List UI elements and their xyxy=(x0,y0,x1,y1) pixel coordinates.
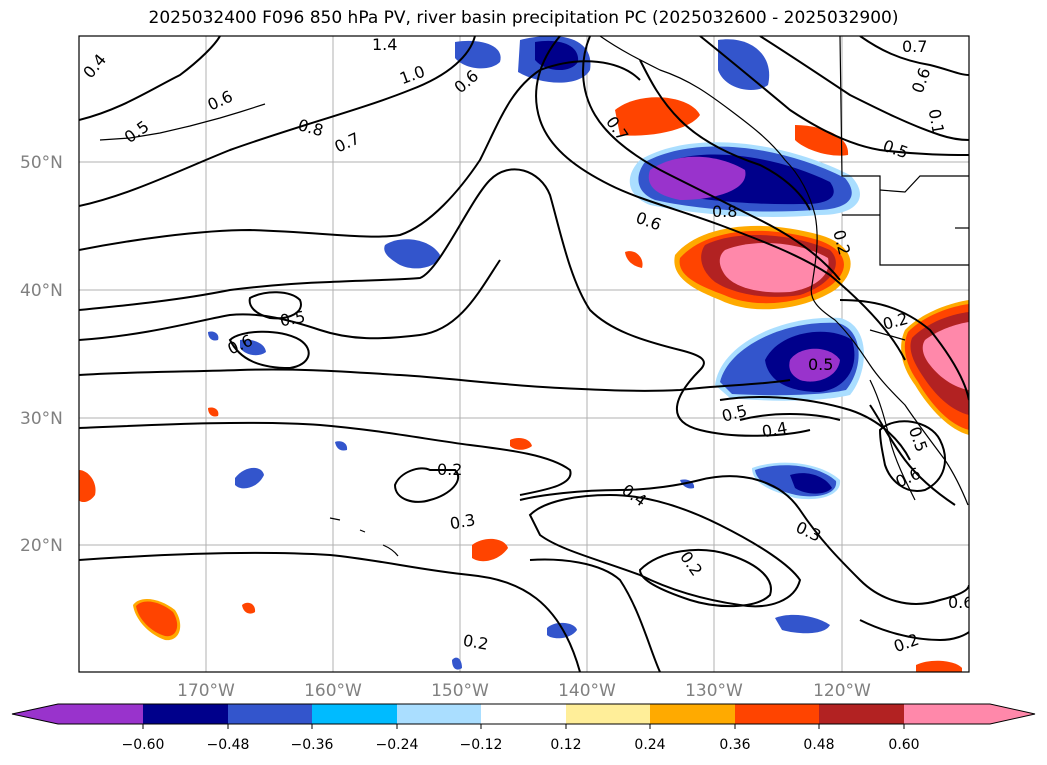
colorbar-segment xyxy=(143,704,228,724)
colorbar-segment xyxy=(735,704,819,724)
precip-negative-area xyxy=(718,39,770,90)
lon-label: 140°W xyxy=(558,681,616,701)
contour-label: 0.4 xyxy=(760,418,788,441)
colorbar-tick-label: 0.12 xyxy=(550,737,581,753)
lat-label: 30°N xyxy=(20,409,63,429)
contour-label: 0.2 xyxy=(437,460,462,479)
precip-negative-area xyxy=(235,467,264,489)
contour-label: 0.6 xyxy=(948,593,973,612)
map-title: 2025032400 F096 850 hPa PV, river basin … xyxy=(148,8,899,28)
lon-label: 170°W xyxy=(177,681,235,701)
lon-label: 120°W xyxy=(813,681,871,701)
colorbar-tick-label: −0.36 xyxy=(291,737,334,753)
precip-positive-area xyxy=(208,407,219,417)
precip-positive-area xyxy=(922,322,969,390)
contour-label: 0.3 xyxy=(448,510,476,533)
colorbar-segment xyxy=(904,704,990,724)
precip-negative-area xyxy=(240,339,266,356)
colorbar-segment xyxy=(819,704,904,724)
contour-label: 0.5 xyxy=(278,307,306,330)
precip-negative-area xyxy=(547,622,577,639)
contour-label: 1.4 xyxy=(372,35,397,54)
precip-positive-area xyxy=(615,97,700,136)
precip-positive-area xyxy=(79,470,96,503)
colorbar-segment xyxy=(481,704,566,724)
colorbar-segment xyxy=(650,704,735,724)
colorbar-tick-label: −0.12 xyxy=(460,737,503,753)
colorbar-segment xyxy=(12,704,58,724)
precip-negative-area xyxy=(208,331,219,341)
precip-positive-area xyxy=(136,601,178,637)
colorbar-tick-label: 0.24 xyxy=(634,737,665,753)
precip-negative-area xyxy=(648,156,746,200)
lat-label: 50°N xyxy=(20,153,63,173)
lon-label: 130°W xyxy=(685,681,743,701)
precip-negative-area xyxy=(789,348,840,382)
colorbar: −0.60 −0.48 −0.36 −0.24 −0.12 0.12 0.24 … xyxy=(11,703,1036,753)
precip-negative-area xyxy=(455,40,501,69)
precip-positive-area xyxy=(719,243,829,293)
precip-negative-area xyxy=(775,614,830,634)
colorbar-tick-label: 0.60 xyxy=(888,737,919,753)
colorbar-tick-label: 0.48 xyxy=(803,737,834,753)
map-frame xyxy=(78,35,970,673)
precip-positive-area xyxy=(795,125,849,156)
coastlines xyxy=(99,36,969,557)
colorbar-tick-label: 0.36 xyxy=(719,737,750,753)
lat-label: 40°N xyxy=(20,281,63,301)
contour-label: 0.8 xyxy=(712,202,737,221)
lon-label: 160°W xyxy=(304,681,362,701)
colorbar-segment xyxy=(228,704,312,724)
contour-label: 0.1 xyxy=(925,107,948,135)
colorbar-segment xyxy=(566,704,650,724)
contour-label: 0.7 xyxy=(902,37,927,56)
lon-label: 150°W xyxy=(431,681,489,701)
colorbar-segment xyxy=(397,704,481,724)
colorbar-tick-label: −0.60 xyxy=(122,737,165,753)
precip-positive-area xyxy=(242,602,256,614)
contour-label: 0.5 xyxy=(808,355,833,374)
precip-positive-area xyxy=(510,438,532,450)
colorbar-segment xyxy=(312,704,397,724)
precip-negative-area xyxy=(384,239,440,269)
lat-labels: 50°N 40°N 30°N 20°N xyxy=(20,153,63,556)
colorbar-segment xyxy=(990,704,1035,724)
contour-label: 0.2 xyxy=(462,631,490,654)
precip-negative-area xyxy=(790,473,832,494)
precip-positive-area xyxy=(625,251,643,268)
colorbar-outline xyxy=(11,703,1036,725)
colorbar-tick-label: −0.48 xyxy=(207,737,250,753)
precip-negative-area xyxy=(335,441,348,451)
colorbar-tick-label: −0.24 xyxy=(376,737,419,753)
precip-positive-area xyxy=(472,538,508,562)
pv-contours xyxy=(79,36,969,672)
precip-positive-area xyxy=(916,660,962,672)
lon-labels: 170°W 160°W 150°W 140°W 130°W 120°W xyxy=(177,681,871,701)
map-panel: 0.4 0.5 0.6 0.8 0.7 1.4 1.0 0.6 0.7 0.6 … xyxy=(79,35,973,672)
colorbar-segment xyxy=(58,704,143,724)
lat-label: 20°N xyxy=(20,536,63,556)
precip-negative-area xyxy=(452,657,462,670)
